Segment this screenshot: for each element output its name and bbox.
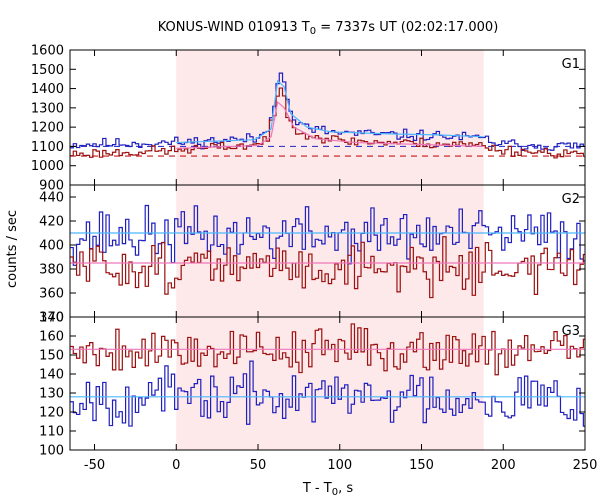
y-tick-label: 100 xyxy=(39,444,64,459)
x-tick-label: 100 xyxy=(327,458,352,473)
y-tick-label: 1200 xyxy=(31,121,64,136)
y-tick-label: 120 xyxy=(39,406,64,421)
x-tick-label: -50 xyxy=(84,458,105,473)
highlight-interval xyxy=(176,185,484,317)
x-axis-title-subscript: 0 xyxy=(332,487,338,498)
fit-line-blue_fit xyxy=(176,79,484,144)
x-tick-label: 250 xyxy=(573,458,598,473)
y-tick-label: 1400 xyxy=(31,82,64,97)
x-tick-label: 50 xyxy=(250,458,267,473)
panel-g3: 100 110 120 130 140 150 160 170 G3 xyxy=(39,311,586,459)
highlight-interval xyxy=(176,317,484,450)
y-tick-label: 1100 xyxy=(31,140,64,155)
y-tick-label: 150 xyxy=(39,349,64,364)
y-tick-label: 1000 xyxy=(31,159,64,174)
x-axis-title-rest: , s xyxy=(338,481,353,496)
series-blue-histogram xyxy=(70,204,585,266)
x-tick-label: 200 xyxy=(491,458,516,473)
y-tick-label: 130 xyxy=(39,387,64,402)
series-red-histogram xyxy=(70,236,585,299)
y-tick-label: 1600 xyxy=(31,44,64,59)
panel-label-g2: G2 xyxy=(562,192,580,207)
y-tick-label: 110 xyxy=(39,425,64,440)
y-axis-title: counts / sec xyxy=(5,210,20,288)
y-tick-label: 140 xyxy=(39,368,64,383)
panel-g2: 340 360 380 400 420 440 G2 xyxy=(39,184,586,326)
y-tick-label: 360 xyxy=(39,287,64,302)
y-tick-label: 340 xyxy=(39,311,64,326)
highlight-interval xyxy=(176,50,484,185)
fit-line-red_fit xyxy=(176,100,484,149)
y-tick-label: 1500 xyxy=(31,63,64,78)
y-tick-label: 1300 xyxy=(31,101,64,116)
y-tick-label: 160 xyxy=(39,330,64,345)
y-tick-label: 900 xyxy=(39,179,64,194)
panel-g1: 900 1000 1100 1200 1300 1400 1500 1600 G1 xyxy=(31,44,586,194)
panel-label-g3: G3 xyxy=(562,324,580,339)
x-tick-label: 0 xyxy=(172,458,180,473)
series-blue-histogram xyxy=(70,72,585,151)
y-tick-label: 170 xyxy=(39,311,64,326)
panels-group: 9001000110012001300140015001600G13403603… xyxy=(31,44,598,474)
chart-title-subscript: 0 xyxy=(310,26,316,37)
x-tick-label: 150 xyxy=(409,458,434,473)
series-red-histogram xyxy=(70,323,585,376)
panel-label-g1: G1 xyxy=(562,57,580,72)
chart-title: KONUS-WIND 010913 T0 = 7337s UT (02:02:1… xyxy=(158,20,499,37)
y-tick-label: 400 xyxy=(39,239,64,254)
y-tick-label: 380 xyxy=(39,263,64,278)
x-axis-title: T - T0, s xyxy=(302,481,353,498)
series-blue-histogram xyxy=(70,360,585,427)
chart-title-rest: = 7337s UT (02:02:17.000) xyxy=(316,20,498,35)
y-tick-label: 440 xyxy=(39,191,64,206)
panel-frame xyxy=(69,316,586,451)
y-tick-label: 420 xyxy=(39,215,64,230)
